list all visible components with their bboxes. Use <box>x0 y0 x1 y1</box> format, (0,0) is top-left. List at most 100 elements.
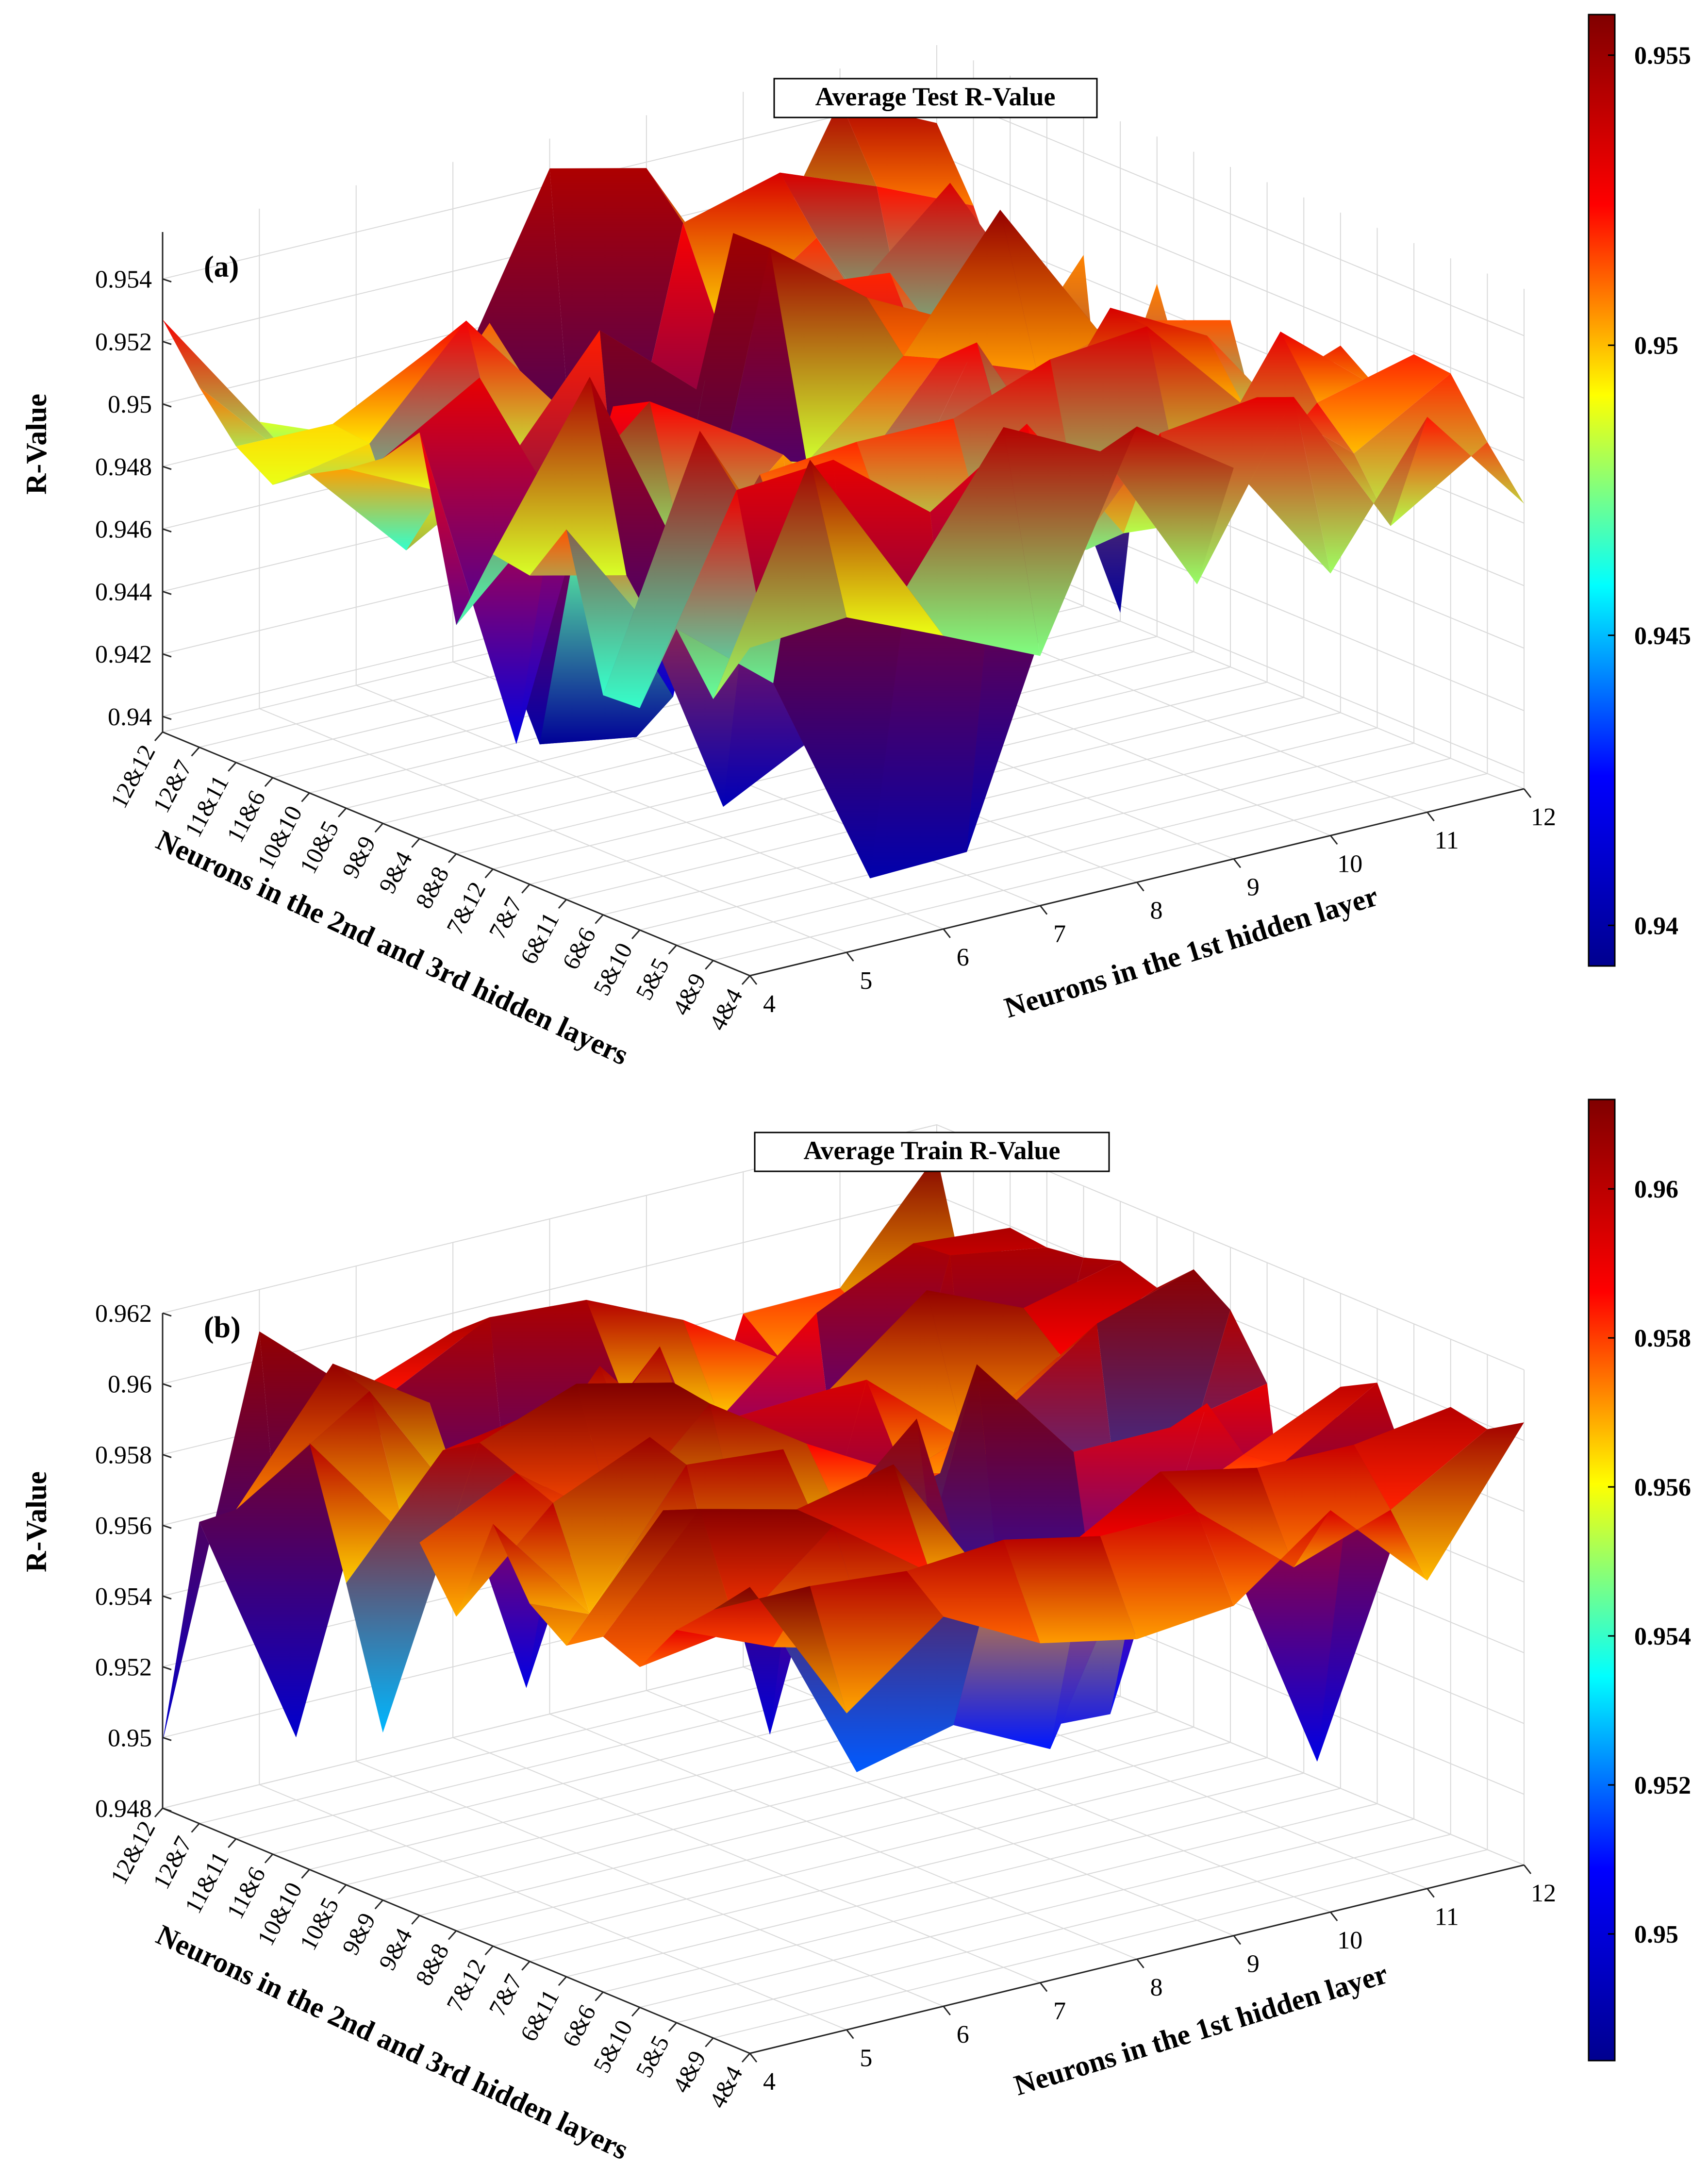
x-tick-mark <box>943 2006 951 2015</box>
y-tick-mark <box>558 899 567 909</box>
z-tick-mark <box>162 278 172 283</box>
x-tick-label: 7 <box>1053 920 1066 948</box>
y-tick-label: 8&8 <box>410 1939 454 1990</box>
surface-patch <box>566 431 700 696</box>
y-tick-mark <box>264 777 273 787</box>
title-box: Average Train R-Value <box>754 1132 1110 1172</box>
z-tick-label: 0.954 <box>95 266 152 294</box>
y-tick-label: 9&4 <box>373 847 417 898</box>
surface-patch <box>1197 1510 1331 1606</box>
surface-patch <box>553 1437 687 1613</box>
y-tick-mark <box>484 1946 494 1956</box>
z-tick-mark <box>162 1736 172 1741</box>
surface-patch <box>1280 332 1414 403</box>
surface-patch <box>810 1571 944 1714</box>
surface-patch <box>332 1364 466 1511</box>
z-tick-label: 0.952 <box>95 328 152 356</box>
y-tick-mark <box>558 1976 567 1986</box>
z-tick-label: 0.942 <box>95 641 152 668</box>
surface-patch <box>603 431 737 708</box>
z-tick-label: 0.956 <box>95 1512 152 1540</box>
surface-patch <box>1023 1261 1157 1355</box>
z-axis-ticks: 0.94 0.942 0.944 0.946 0.948 0.95 0.952 0.954 <box>95 266 172 731</box>
z-tick-label: 0.94 <box>108 703 152 731</box>
x-tick-label: 6 <box>957 2021 969 2048</box>
z-axis-label: R-Value <box>20 1471 52 1572</box>
y-tick-label: 5&5 <box>630 953 674 1004</box>
x-tick-mark <box>1233 858 1242 868</box>
surface-patch <box>683 1313 817 1419</box>
x-axis-ticks: 4 5 6 7 8 9 10 11 12 <box>749 788 1556 1018</box>
x-tick-label: 11 <box>1435 827 1459 854</box>
surface-patch <box>236 424 370 485</box>
y-tick-mark <box>301 1869 310 1879</box>
surface-patch <box>566 1509 700 1646</box>
surface-patch <box>1110 307 1244 406</box>
colorbar-tick-label: 0.955 <box>1634 42 1691 70</box>
surface-patch <box>1293 397 1427 574</box>
y-tick-mark <box>374 823 383 833</box>
y-tick-label: 5&5 <box>630 2031 674 2082</box>
surface-patch <box>770 248 904 463</box>
y-tick-label: 9&9 <box>336 832 381 882</box>
y-tick-mark <box>338 807 347 817</box>
y-tick-mark <box>301 792 310 802</box>
surface-patch <box>1257 1445 1391 1567</box>
z-tick-mark <box>162 1383 172 1388</box>
x-tick-label: 4 <box>763 990 776 1018</box>
y-tick-mark <box>705 2037 714 2048</box>
y-tick-label: 4&9 <box>667 968 711 1019</box>
surface-patch <box>493 1524 627 1621</box>
surface-patch <box>1244 1382 1377 1465</box>
surface-patch <box>1003 1536 1137 1644</box>
x-tick-label: 9 <box>1247 873 1260 901</box>
surface-patch <box>743 100 877 303</box>
surface-patch <box>796 1464 930 1573</box>
x-tick-mark <box>1523 1865 1532 1874</box>
x-tick-label: 4 <box>763 2068 776 2096</box>
surface-patch <box>493 377 627 576</box>
surface-patch <box>1354 1407 1488 1510</box>
y-tick-mark <box>705 960 714 970</box>
panel-label: (b) <box>204 1311 241 1344</box>
x-axis-ticks: 4 5 6 7 8 9 10 11 12 <box>749 1865 1556 2096</box>
x-tick-mark <box>1233 1935 1242 1945</box>
surface-patch <box>393 1317 527 1688</box>
y-tick-mark <box>631 2007 641 2017</box>
y-tick-label: 8&8 <box>410 862 454 913</box>
z-tick-label: 0.958 <box>95 1441 152 1469</box>
y-tick-label: 7&7 <box>483 893 528 944</box>
surface-patch <box>382 377 516 744</box>
x-tick-label: 6 <box>957 944 969 971</box>
z-tick-mark <box>162 340 172 345</box>
z-tick-label: 0.952 <box>95 1654 152 1682</box>
y-tick-mark <box>668 945 677 955</box>
y-tick-mark <box>228 762 237 772</box>
z-tick-mark <box>162 1312 172 1317</box>
y-tick-label: 11&6 <box>221 786 271 847</box>
y-tick-label: 9&4 <box>373 1924 417 1975</box>
z-tick-mark <box>162 1454 172 1458</box>
surface-patch <box>713 1586 847 1714</box>
y-tick-label: 7&7 <box>483 1969 528 2020</box>
x-tick-label: 10 <box>1337 850 1362 878</box>
y-tick-label: 6&11 <box>515 1985 564 2046</box>
y-tick-mark <box>191 747 200 757</box>
y-tick-mark <box>338 1884 347 1894</box>
title-box: Average Test R-Value <box>773 78 1098 118</box>
surface-patch <box>893 1464 1027 1584</box>
surface-patch <box>903 210 1037 371</box>
z-tick-label: 0.96 <box>108 1371 152 1399</box>
x-tick-mark <box>1330 1912 1338 1921</box>
z-tick-label: 0.948 <box>95 453 152 481</box>
y-tick-mark <box>595 914 604 924</box>
surface-patch <box>913 1228 1047 1255</box>
surface-patch <box>272 1391 406 1536</box>
x-tick-mark <box>1523 788 1532 798</box>
colorbar-tick-label: 0.958 <box>1634 1325 1691 1352</box>
surface-patch <box>1391 416 1524 526</box>
z-tick-mark <box>162 590 172 595</box>
surface-patch <box>1003 426 1137 656</box>
x-tick-mark <box>1039 905 1048 915</box>
